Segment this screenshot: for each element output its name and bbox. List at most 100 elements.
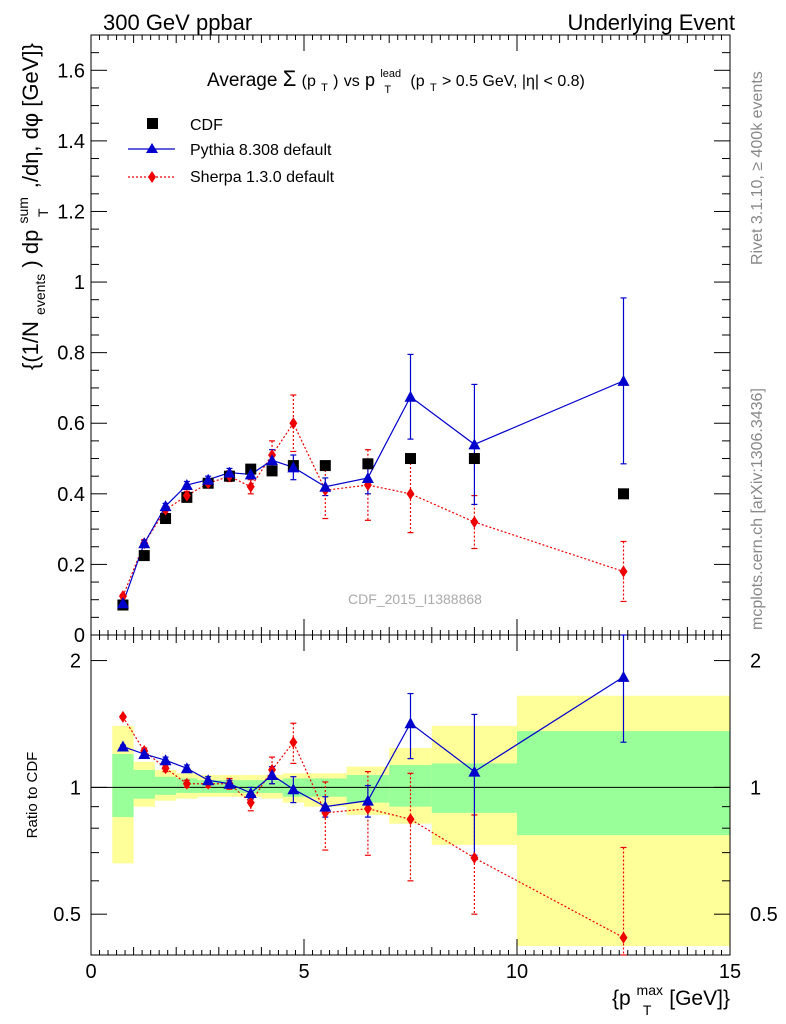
main-title: Average Σ (p T ) vs p lead T (p T > 0.5 …	[207, 61, 585, 98]
legend-pythia-marker	[146, 143, 158, 153]
y-tick-label: 1.6	[57, 60, 85, 82]
pythia-point	[223, 466, 236, 478]
pythia-point	[138, 537, 151, 549]
ratio-pythia-point	[404, 717, 417, 729]
x-tick-label: 5	[298, 961, 309, 983]
legend-sherpa-marker	[148, 171, 156, 183]
main-ylabel: {(1/N events ) dp sum T ,/dη, dφ [GeV]}	[8, 43, 53, 370]
pythia-point	[319, 480, 332, 492]
ratio-pythia-point	[180, 762, 193, 774]
legend: CDF Pythia 8.308 default Sherpa 1.3.0 de…	[128, 117, 335, 186]
legend-cdf-marker	[147, 118, 158, 129]
cdf-point	[468, 453, 480, 465]
ratio-sherpa-point	[182, 777, 191, 790]
y-tick-label: 0.8	[57, 343, 85, 365]
ratio-pythia-point	[468, 765, 481, 777]
ratio-y-tick-label-right: 2	[750, 651, 761, 673]
y-tick-label: 1	[74, 272, 85, 294]
ratio-pythia-point	[138, 748, 151, 760]
ratio-pythia-point	[287, 783, 300, 795]
ratio-pythia-point	[266, 768, 279, 780]
ratio-y-tick-label-right: 0.5	[750, 904, 778, 926]
pythia-line	[122, 380, 624, 604]
x-tick-label: 15	[719, 961, 741, 983]
ratio-sherpa-point	[161, 762, 170, 775]
ratio-band-inner	[154, 776, 177, 795]
cdf-point	[405, 453, 416, 465]
ratio-sherpa-point	[246, 796, 255, 809]
ratio-pythia-point	[319, 800, 332, 812]
cdf-point	[160, 513, 172, 525]
ratio-pythia-point	[244, 786, 257, 798]
ratio-sherpa-point	[363, 802, 372, 815]
ratio-y-tick-label-right: 1	[750, 777, 761, 799]
pythia-point	[361, 471, 374, 483]
ratio-pythia-point	[116, 740, 129, 752]
y-tick-label: 0	[74, 625, 85, 647]
ratio-y-tick-label: 1	[70, 777, 81, 799]
ratio-y-tick-label: 2	[70, 651, 81, 673]
ratio-pythia-point	[223, 777, 236, 789]
sherpa-point	[182, 489, 191, 502]
ratio-pythia-point	[617, 670, 630, 682]
cdf-point	[362, 458, 374, 470]
pythia-point	[159, 500, 172, 512]
sherpa-point	[118, 590, 127, 603]
mcplots-label: mcplots.cern.ch [arXiv:1306.3436]	[749, 388, 766, 630]
pythia-point	[617, 374, 630, 386]
header-left: 300 GeV ppbar	[103, 10, 252, 35]
y-tick-label: 0.6	[57, 413, 85, 435]
plot-layer: 0 0.2 0.4 0.6 0.8 1 1.2 1.4 1.6 0 5 10 15 0.5 0.5 1 1 2 2	[53, 34, 778, 983]
sherpa-point	[246, 480, 255, 493]
sherpa-point	[289, 417, 298, 430]
ratio-pythia-point	[361, 794, 374, 806]
ratio-frame	[90, 634, 731, 956]
cdf-point	[319, 460, 331, 472]
sherpa-point	[619, 565, 628, 578]
pythia-point	[180, 479, 193, 490]
legend-sherpa-label: Sherpa 1.3.0 default	[190, 169, 335, 186]
legend-cdf-label: CDF	[190, 117, 223, 134]
xlabel: {p max T [GeV]}	[612, 977, 730, 1020]
y-tick-label: 0.2	[57, 554, 85, 576]
legend-pythia-label: Pythia 8.308 default	[190, 142, 332, 159]
sherpa-point	[470, 516, 479, 529]
pythia-point	[244, 468, 257, 480]
sherpa-point	[406, 487, 415, 500]
y-tick-label: 1.4	[57, 131, 85, 153]
pythia-point	[404, 390, 417, 402]
watermark: CDF_2015_I1388868	[348, 591, 482, 607]
ratio-band-inner	[240, 780, 262, 793]
ratio-sherpa-line	[122, 716, 624, 939]
ratio-y-tick-label: 0.5	[53, 904, 81, 926]
cdf-point	[138, 550, 150, 562]
pythia-point	[202, 473, 215, 485]
header-right: Underlying Event	[567, 10, 735, 35]
main-frame	[90, 34, 731, 636]
pythia-point	[287, 461, 300, 473]
ratio-band-inner	[261, 780, 283, 793]
ratio-ylabel: Ratio to CDF	[24, 752, 41, 839]
x-tick-label: 10	[506, 961, 528, 983]
ratio-band-inner	[517, 731, 730, 836]
ratio-band-inner	[133, 769, 155, 799]
ratio-sherpa-point	[118, 710, 127, 723]
ratio-pythia-point	[202, 774, 215, 786]
sherpa-line	[122, 422, 624, 597]
pythia-point	[116, 597, 129, 609]
rivet-label: Rivet 3.1.10, ≥ 400k events	[749, 71, 766, 265]
ratio-band-inner	[112, 754, 134, 818]
pythia-point	[266, 454, 279, 466]
ratio-sherpa-point	[470, 851, 479, 864]
ratio-sherpa-point	[406, 813, 415, 826]
ratio-sherpa-point	[619, 931, 628, 944]
x-tick-label: 0	[85, 961, 96, 983]
ratio-sherpa-point	[289, 736, 298, 749]
y-tick-label: 0.4	[57, 484, 85, 506]
ratio-pythia-point	[159, 754, 172, 766]
y-tick-label: 1.2	[57, 201, 85, 223]
cdf-point	[266, 465, 278, 477]
pythia-point	[468, 438, 481, 450]
cdf-point	[618, 488, 629, 500]
